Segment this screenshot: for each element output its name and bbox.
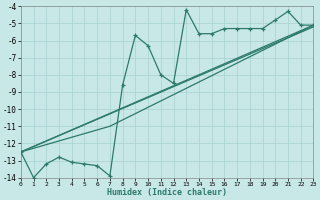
X-axis label: Humidex (Indice chaleur): Humidex (Indice chaleur) <box>107 188 227 197</box>
